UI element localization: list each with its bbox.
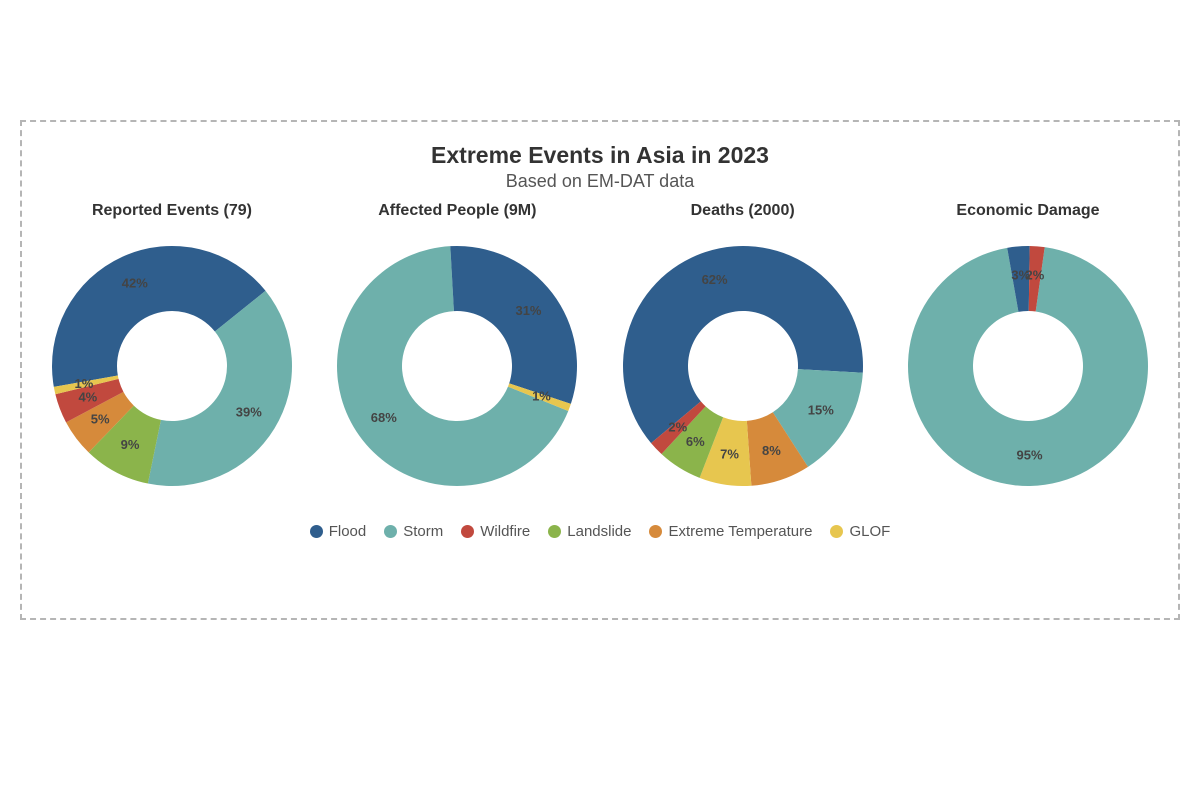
chart-title-0: Reported Events (79) [32,202,312,220]
donut-chart-1: 68% 31% 1% [317,226,597,506]
chart-panel: Extreme Events in Asia in 2023 Based on … [20,120,1180,620]
slice-label-storm: 15% [807,403,833,418]
legend-label-landslide: Landslide [567,523,631,540]
slice-label-storm: 68% [371,410,397,425]
slice-label-storm: 95% [1017,447,1043,462]
slice-label-glof: 7% [720,446,739,461]
chart-cell-1: Affected People (9M) 68% 31% 1% [317,202,597,511]
chart-title-3: Economic Damage [888,202,1168,220]
chart-cell-2: Deaths (2000) 62% 15% 8% 7% 6%2% [603,202,883,511]
legend-swatch-glof [830,525,843,538]
slice-label-glof: 1% [75,376,94,391]
donut-chart-3: 95%3%2% [888,226,1168,506]
legend-swatch-wildfire [461,525,474,538]
slice-flood [451,246,578,404]
donut-chart-0: 42% 39% 9% 5% 4%1% [32,226,312,506]
slice-label-landslide: 6% [686,434,705,449]
legend-swatch-flood [310,525,323,538]
donut-chart-2: 62% 15% 8% 7% 6%2% [603,226,883,506]
main-title: Extreme Events in Asia in 2023 [32,142,1168,169]
legend-swatch-landslide [548,525,561,538]
slice-label-glof: 1% [532,389,551,404]
legend-item-wildfire: Wildfire [461,523,530,540]
legend-swatch-storm [384,525,397,538]
legend-item-storm: Storm [384,523,443,540]
page: Extreme Events in Asia in 2023 Based on … [0,0,1200,800]
legend-item-glof: GLOF [830,523,890,540]
titles: Extreme Events in Asia in 2023 Based on … [32,142,1168,192]
chart-cell-3: Economic Damage 95%3%2% [888,202,1168,511]
chart-title-2: Deaths (2000) [603,202,883,220]
legend-label-exttemp: Extreme Temperature [668,523,812,540]
legend-label-wildfire: Wildfire [480,523,530,540]
slice-label-wildfire: 4% [78,389,97,404]
sub-title: Based on EM-DAT data [32,171,1168,192]
chart-title-1: Affected People (9M) [317,202,597,220]
legend-item-flood: Flood [310,523,367,540]
chart-cell-0: Reported Events (79) 42% 39% 9% 5% 4%1% [32,202,312,511]
slice-label-landslide: 9% [121,437,140,452]
slice-label-flood: 31% [516,303,542,318]
slice-label-storm: 39% [236,404,262,419]
charts-row: Reported Events (79)42%39%9%5%4%1%Affect… [32,202,1168,511]
legend-label-glof: GLOF [849,523,890,540]
legend: Flood Storm Wildfire Landslide Extreme Tempe… [32,523,1168,540]
slice-label-exttemp: 5% [91,412,110,427]
slice-label-wildfire: 2% [668,420,687,435]
slice-label-wildfire: 2% [1025,268,1044,283]
legend-item-landslide: Landslide [548,523,631,540]
slice-label-exttemp: 8% [762,443,781,458]
slice-label-flood: 62% [701,272,727,287]
legend-label-flood: Flood [329,523,367,540]
legend-item-exttemp: Extreme Temperature [649,523,812,540]
legend-label-storm: Storm [403,523,443,540]
slice-label-flood: 42% [122,275,148,290]
legend-swatch-exttemp [649,525,662,538]
